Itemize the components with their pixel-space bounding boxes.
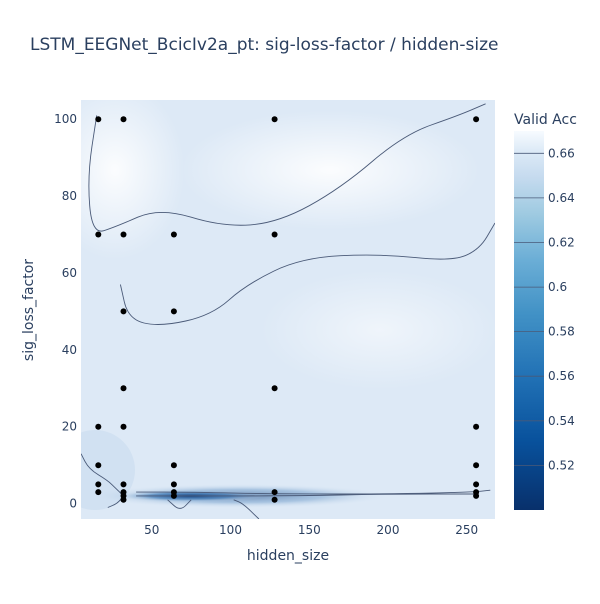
contour-line [88, 103, 486, 232]
data-point [95, 231, 102, 238]
x-tick-label: 200 [377, 523, 400, 537]
data-point [95, 423, 102, 430]
colorbar-tick-label: 0.66 [548, 146, 575, 160]
x-axis-label: hidden_size [247, 548, 329, 564]
contour-lines [81, 103, 495, 519]
plot-area [81, 100, 495, 519]
colorbar: Valid Acc 0.52 0.54 0.56 0.58 0.6 0.62 0.64 0.6… [514, 112, 577, 510]
x-tick-label: 250 [455, 523, 478, 537]
data-point [95, 462, 102, 469]
data-point [473, 492, 480, 499]
data-point [120, 116, 127, 123]
colorbar-tick-label: 0.6 [548, 280, 567, 294]
y-tick-label: 40 [62, 343, 77, 357]
y-tick-label: 100 [54, 112, 77, 126]
contour-line [167, 499, 192, 509]
y-axis-ticks: 0 20 40 60 80 100 [54, 112, 77, 510]
colorbar-tick-label: 0.64 [548, 191, 575, 205]
data-point [271, 231, 278, 238]
contour-line [136, 489, 491, 495]
data-point [170, 231, 177, 238]
data-point [120, 481, 127, 488]
data-point [271, 116, 278, 123]
sample-points [95, 116, 480, 503]
data-point [170, 462, 177, 469]
high-region-upper-right [180, 110, 480, 230]
x-tick-label: 50 [144, 523, 159, 537]
colorbar-tick-label: 0.52 [548, 458, 575, 472]
data-point [473, 462, 480, 469]
x-tick-label: 150 [298, 523, 321, 537]
contour-line [136, 493, 475, 497]
data-point [120, 231, 127, 238]
colorbar-ticks: 0.52 0.54 0.56 0.58 0.6 0.62 0.64 0.66 [514, 146, 575, 472]
data-point [473, 423, 480, 430]
colorbar-gradient [514, 131, 544, 510]
contour-line [81, 453, 123, 508]
colorbar-tick-label: 0.58 [548, 325, 575, 339]
y-tick-label: 80 [62, 189, 77, 203]
data-point [120, 496, 127, 503]
data-point [170, 481, 177, 488]
data-point [120, 423, 127, 430]
contour-line [233, 499, 260, 519]
data-point [473, 116, 480, 123]
data-point [120, 308, 127, 315]
data-point [473, 481, 480, 488]
high-region-mid [260, 270, 495, 390]
data-point [271, 496, 278, 503]
y-axis-label: sig_loss_factor [21, 259, 37, 361]
data-point [170, 308, 177, 315]
data-point [95, 481, 102, 488]
colorbar-title: Valid Acc [514, 112, 577, 128]
y-tick-label: 0 [69, 497, 77, 511]
colorbar-tick-label: 0.54 [548, 414, 575, 428]
heatmap-shading [81, 100, 495, 510]
colorbar-tick-label: 0.56 [548, 369, 575, 383]
contour-line [119, 222, 495, 325]
high-region-upper-left [81, 100, 185, 260]
colorbar-tick-label: 0.62 [548, 236, 575, 250]
y-tick-label: 60 [62, 266, 77, 280]
data-point [95, 489, 102, 496]
data-point [271, 489, 278, 496]
data-point [95, 116, 102, 123]
x-axis-ticks: 50 100 150 200 250 [144, 523, 478, 537]
data-point [271, 385, 278, 392]
x-tick-label: 100 [219, 523, 242, 537]
data-point [170, 492, 177, 499]
data-point [120, 385, 127, 392]
y-tick-label: 20 [62, 420, 77, 434]
chart-title: LSTM_EEGNet_BcicIv2a_pt: sig-loss-factor… [30, 35, 499, 55]
